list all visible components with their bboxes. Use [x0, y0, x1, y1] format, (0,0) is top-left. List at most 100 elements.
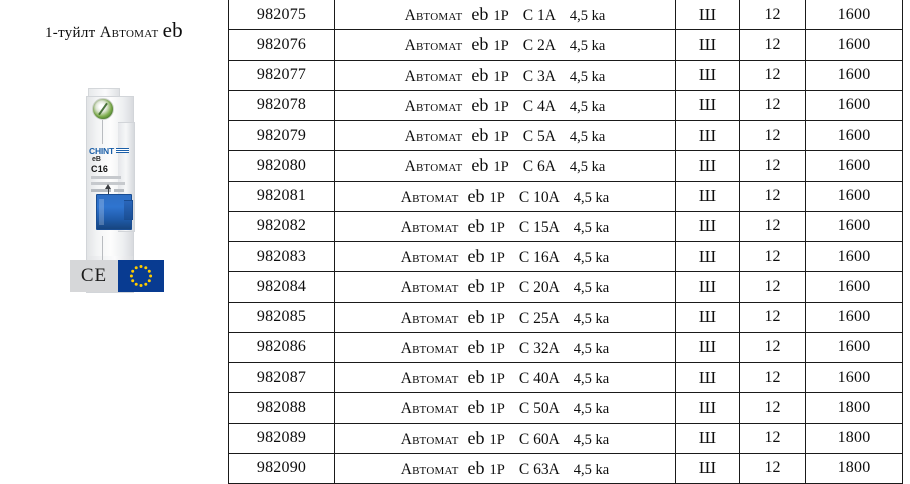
breaker-brand-bars-icon: [116, 148, 129, 153]
spellcheck-underline: [163, 42, 183, 46]
cell-quantity: 12: [739, 89, 806, 122]
desc-breaking-capacity: 4,5 ka: [569, 159, 606, 176]
table-row[interactable]: 982075 Автомат eb 1P C 1A 4,5 ka Ш 12 1600: [228, 0, 903, 31]
cell-mark: Ш: [675, 210, 740, 243]
desc-breaking-capacity: 4,5 ka: [569, 98, 606, 115]
cell-code: 982078: [228, 89, 335, 122]
cell-code: 982080: [228, 150, 335, 182]
product-panel: 1-туйлт Автомат eb CHINT eB C16: [0, 0, 228, 468]
desc-curve-rating: C 20A: [518, 279, 560, 297]
desc-poles: 1P: [489, 310, 505, 327]
cell-quantity: 12: [739, 422, 806, 454]
breaker-toggle-tab: [124, 200, 133, 220]
desc-poles: 1P: [489, 401, 505, 418]
table-row[interactable]: 982081 Автомат eb 1P C 10A 4,5 ka Ш 12 1600: [228, 180, 903, 212]
desc-model: eb: [467, 306, 485, 327]
desc-model: eb: [467, 336, 485, 357]
terminal-slot-bottom: [102, 236, 103, 264]
desc-product-name: Автомат: [404, 97, 463, 115]
table-row[interactable]: 982077 Автомат eb 1P C 3A 4,5 ka Ш 12 1600: [228, 59, 903, 91]
table-row[interactable]: 982085 Автомат eb 1P C 25A 4,5 ka Ш 12 1600: [228, 301, 903, 333]
page-title: 1-туйлт Автомат eb: [0, 18, 228, 44]
table-row[interactable]: 982076 Автомат eb 1P C 2A 4,5 ka Ш 12 1600: [228, 29, 903, 61]
breaker-brand-label: CHINT: [89, 146, 114, 156]
desc-poles: 1P: [489, 189, 505, 206]
desc-breaking-capacity: 4,5 ka: [573, 310, 610, 327]
certification-marks: CE: [70, 260, 164, 292]
desc-curve-rating: C 2A: [522, 37, 556, 55]
table-row[interactable]: 982080 Автомат eb 1P C 6A 4,5 ka Ш 12 1600: [228, 150, 903, 182]
desc-breaking-capacity: 4,5 ka: [573, 431, 610, 448]
table-row[interactable]: 982089 Автомат eb 1P C 60A 4,5 ka Ш 12 1800: [228, 422, 903, 454]
desc-curve-rating: C 63A: [518, 460, 560, 478]
cell-code: 982083: [228, 240, 335, 273]
desc-curve-rating: C 15A: [518, 218, 560, 236]
desc-model: eb: [467, 397, 485, 418]
cell-description: Автомат eb 1P C 5A 4,5 ka: [334, 119, 676, 152]
desc-poles: 1P: [489, 219, 505, 236]
desc-product-name: Автомат: [400, 460, 459, 478]
desc-curve-rating: C 25A: [518, 309, 560, 327]
cell-code: 982081: [228, 180, 335, 212]
terminal-slot-top: [102, 118, 103, 144]
table-row[interactable]: 982078 Автомат eb 1P C 4A 4,5 ka Ш 12 1600: [228, 89, 903, 122]
cell-mark: Ш: [675, 331, 740, 364]
cell-price: 1800: [805, 392, 903, 424]
desc-model: eb: [467, 427, 485, 448]
desc-breaking-capacity: 4,5 ka: [569, 38, 606, 55]
cell-code: 982089: [228, 422, 335, 454]
desc-poles: 1P: [493, 8, 509, 25]
product-price-table: 982075 Автомат eb 1P C 1A 4,5 ka Ш 12 1600 9…: [228, 0, 903, 484]
desc-model: eb: [467, 367, 485, 388]
cell-code: 982076: [228, 29, 335, 61]
table-row[interactable]: 982082 Автомат eb 1P C 15A 4,5 ka Ш 12 1600: [228, 210, 903, 243]
cell-description: Автомат eb 1P C 20A 4,5 ka: [334, 271, 676, 303]
desc-model: eb: [467, 215, 485, 236]
table-row[interactable]: 982086 Автомат eb 1P C 32A 4,5 ka Ш 12 1600: [228, 331, 903, 364]
desc-poles: 1P: [489, 280, 505, 297]
table-row[interactable]: 982090 Автомат eb 1P C 63A 4,5 ka Ш 12 1800: [228, 452, 903, 484]
desc-product-name: Автомат: [400, 188, 459, 206]
cell-description: Автомат eb 1P C 63A 4,5 ka: [334, 452, 676, 484]
cell-price: 1600: [805, 271, 903, 303]
breaker-spec-line-3: [91, 189, 111, 192]
table-row[interactable]: 982087 Автомат eb 1P C 40A 4,5 ka Ш 12 1600: [228, 361, 903, 394]
desc-product-name: Автомат: [400, 339, 459, 357]
cell-description: Автомат eb 1P C 40A 4,5 ka: [334, 361, 676, 394]
desc-curve-rating: C 10A: [518, 188, 560, 206]
cell-price: 1600: [805, 180, 903, 212]
table-row[interactable]: 982079 Автомат eb 1P C 5A 4,5 ka Ш 12 1600: [228, 119, 903, 152]
ce-mark-background: [70, 260, 118, 292]
cell-mark: Ш: [675, 89, 740, 122]
cell-quantity: 12: [739, 331, 806, 364]
desc-product-name: Автомат: [400, 218, 459, 236]
cell-code: 982085: [228, 301, 335, 333]
title-pole-count: 1-туйлт: [45, 25, 96, 41]
table-row[interactable]: 982083 Автомат eb 1P C 16A 4,5 ka Ш 12 1600: [228, 240, 903, 273]
table-row[interactable]: 982088 Автомат eb 1P C 50A 4,5 ka Ш 12 1800: [228, 392, 903, 424]
cell-quantity: 12: [739, 0, 806, 31]
desc-breaking-capacity: 4,5 ka: [569, 68, 606, 85]
table-row[interactable]: 982084 Автомат eb 1P C 20A 4,5 ka Ш 12 1600: [228, 271, 903, 303]
desc-poles: 1P: [489, 340, 505, 357]
desc-breaking-capacity: 4,5 ka: [573, 280, 610, 297]
cell-price: 1600: [805, 240, 903, 273]
title-model-text: eb: [162, 18, 183, 42]
title-model: eb: [163, 18, 183, 44]
cell-price: 1600: [805, 331, 903, 364]
desc-model: eb: [467, 276, 485, 297]
desc-model: eb: [471, 4, 489, 25]
breaker-arrow-stem: [107, 188, 109, 194]
cell-description: Автомат eb 1P C 2A 4,5 ka: [334, 29, 676, 61]
ce-mark-icon: CE: [80, 265, 108, 286]
cell-mark: Ш: [675, 392, 740, 424]
eu-flag-icon: [118, 260, 164, 292]
desc-poles: 1P: [493, 129, 509, 146]
desc-product-name: Автомат: [404, 158, 463, 176]
cell-price: 1600: [805, 29, 903, 61]
cell-code: 982082: [228, 210, 335, 243]
desc-breaking-capacity: 4,5 ka: [573, 371, 610, 388]
cell-description: Автомат eb 1P C 16A 4,5 ka: [334, 240, 676, 273]
desc-curve-rating: C 1A: [522, 7, 556, 25]
desc-breaking-capacity: 4,5 ka: [573, 461, 610, 478]
